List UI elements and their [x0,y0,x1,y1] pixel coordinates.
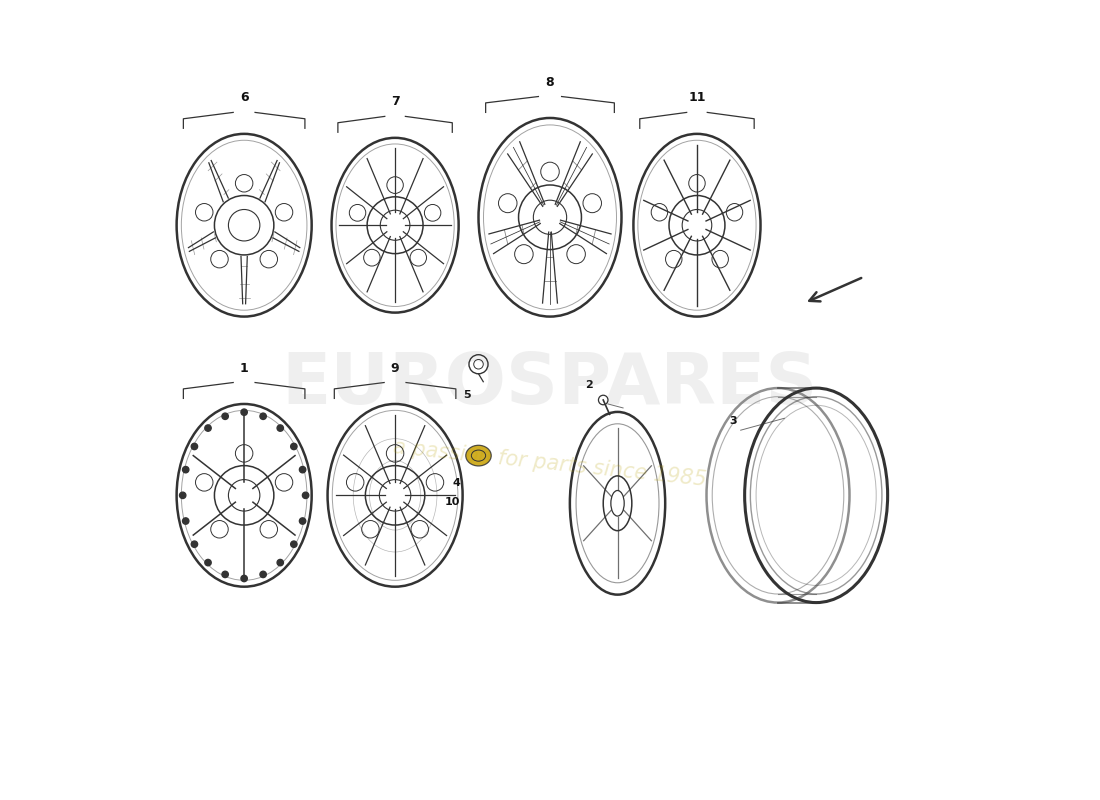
Text: 4: 4 [452,478,460,488]
Ellipse shape [183,518,189,524]
Text: 3: 3 [729,416,737,426]
Ellipse shape [277,559,284,566]
Ellipse shape [183,466,189,473]
Ellipse shape [222,571,229,578]
Ellipse shape [260,413,266,419]
Ellipse shape [191,541,198,547]
Text: 8: 8 [546,75,554,89]
Text: 2: 2 [585,381,593,390]
Ellipse shape [290,443,297,450]
Text: 7: 7 [390,95,399,109]
Text: 9: 9 [390,362,399,374]
Text: EUROSPARES: EUROSPARES [282,350,818,418]
Ellipse shape [277,425,284,431]
Ellipse shape [205,559,211,566]
Text: 5: 5 [463,390,471,400]
Text: 6: 6 [240,91,249,105]
Ellipse shape [191,443,198,450]
Ellipse shape [205,425,211,431]
Ellipse shape [299,466,306,473]
Ellipse shape [290,541,297,547]
Ellipse shape [222,413,229,419]
Ellipse shape [241,409,248,415]
Ellipse shape [299,518,306,524]
Ellipse shape [302,492,309,498]
Ellipse shape [465,446,492,466]
Ellipse shape [260,571,266,578]
Text: 1: 1 [240,362,249,374]
Text: a passion for parts since 1985: a passion for parts since 1985 [393,437,707,490]
Ellipse shape [241,575,248,582]
Text: 10: 10 [444,497,460,507]
Text: 11: 11 [689,91,706,105]
Ellipse shape [179,492,186,498]
